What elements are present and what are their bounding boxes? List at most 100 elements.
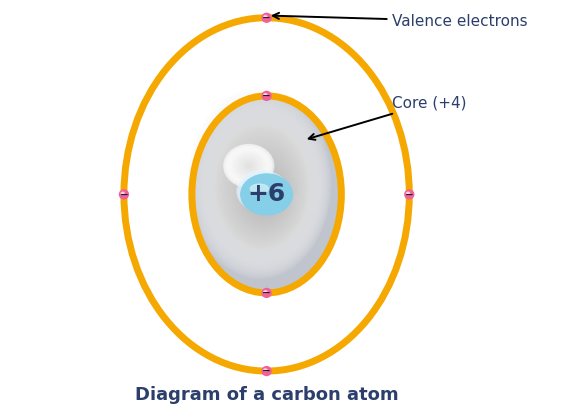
Ellipse shape <box>214 124 309 250</box>
Ellipse shape <box>204 109 318 261</box>
Text: Core (+4): Core (+4) <box>309 95 467 140</box>
Ellipse shape <box>261 187 271 200</box>
Ellipse shape <box>258 187 273 200</box>
Ellipse shape <box>227 147 270 184</box>
Circle shape <box>263 290 270 296</box>
Circle shape <box>262 289 271 297</box>
Ellipse shape <box>219 131 305 245</box>
Circle shape <box>406 191 413 198</box>
Ellipse shape <box>256 186 274 201</box>
Ellipse shape <box>264 94 267 96</box>
Ellipse shape <box>232 151 265 180</box>
Text: −: − <box>262 91 271 101</box>
Circle shape <box>263 368 270 374</box>
Ellipse shape <box>263 189 270 198</box>
Circle shape <box>121 191 127 197</box>
Circle shape <box>122 192 126 197</box>
Ellipse shape <box>208 114 315 257</box>
Ellipse shape <box>235 152 292 228</box>
Ellipse shape <box>225 138 301 239</box>
Ellipse shape <box>230 145 297 233</box>
Ellipse shape <box>195 99 338 290</box>
Ellipse shape <box>189 90 329 277</box>
Ellipse shape <box>247 164 250 167</box>
Ellipse shape <box>265 193 267 196</box>
Ellipse shape <box>205 111 317 260</box>
Ellipse shape <box>221 132 304 243</box>
Ellipse shape <box>232 148 294 231</box>
Ellipse shape <box>243 176 284 208</box>
Ellipse shape <box>264 291 267 293</box>
Ellipse shape <box>222 134 303 242</box>
Circle shape <box>266 370 267 372</box>
Circle shape <box>265 369 268 373</box>
Ellipse shape <box>212 120 312 253</box>
Ellipse shape <box>228 143 298 235</box>
Ellipse shape <box>240 173 286 210</box>
Ellipse shape <box>246 166 284 217</box>
Ellipse shape <box>217 127 307 248</box>
Ellipse shape <box>197 100 323 268</box>
Circle shape <box>266 95 267 97</box>
Ellipse shape <box>121 192 124 194</box>
Circle shape <box>263 367 270 375</box>
Circle shape <box>263 14 270 22</box>
Ellipse shape <box>250 171 281 213</box>
Circle shape <box>262 13 271 22</box>
Ellipse shape <box>245 164 285 218</box>
Ellipse shape <box>224 144 274 187</box>
Ellipse shape <box>239 157 259 174</box>
Ellipse shape <box>218 129 306 246</box>
Ellipse shape <box>203 107 319 263</box>
Ellipse shape <box>250 181 279 204</box>
Ellipse shape <box>191 92 329 275</box>
Ellipse shape <box>256 180 275 206</box>
Text: −: − <box>262 13 271 23</box>
Text: −: − <box>119 189 129 199</box>
Ellipse shape <box>254 177 277 208</box>
Circle shape <box>265 291 269 295</box>
Ellipse shape <box>264 15 267 17</box>
Ellipse shape <box>237 156 261 176</box>
Ellipse shape <box>251 173 280 211</box>
Ellipse shape <box>258 182 274 204</box>
Text: Valence electrons: Valence electrons <box>273 13 528 29</box>
Circle shape <box>263 92 270 99</box>
Circle shape <box>409 194 410 195</box>
Ellipse shape <box>209 116 314 256</box>
Ellipse shape <box>242 160 255 171</box>
Circle shape <box>265 369 269 373</box>
Ellipse shape <box>211 118 313 255</box>
Ellipse shape <box>263 192 269 196</box>
Circle shape <box>122 193 125 196</box>
Ellipse shape <box>235 154 262 177</box>
Circle shape <box>265 94 269 98</box>
Circle shape <box>265 16 268 19</box>
Ellipse shape <box>226 146 272 186</box>
Ellipse shape <box>406 192 410 194</box>
Ellipse shape <box>241 159 288 222</box>
Circle shape <box>263 93 270 99</box>
Ellipse shape <box>196 99 324 270</box>
Ellipse shape <box>216 125 308 249</box>
Ellipse shape <box>237 171 289 212</box>
Ellipse shape <box>261 190 271 198</box>
Circle shape <box>121 191 127 198</box>
Ellipse shape <box>229 149 269 183</box>
Ellipse shape <box>244 161 254 170</box>
Text: +6: +6 <box>247 182 286 206</box>
Ellipse shape <box>262 191 270 197</box>
Circle shape <box>266 292 267 294</box>
Ellipse shape <box>246 163 252 169</box>
Ellipse shape <box>264 191 269 197</box>
Ellipse shape <box>265 193 267 195</box>
Circle shape <box>265 94 268 97</box>
Circle shape <box>266 17 267 18</box>
Circle shape <box>123 194 125 195</box>
Ellipse shape <box>247 168 282 215</box>
Ellipse shape <box>236 154 291 226</box>
Ellipse shape <box>259 188 272 199</box>
Text: Diagram of a carbon atom: Diagram of a carbon atom <box>135 386 398 404</box>
Ellipse shape <box>207 113 316 259</box>
Ellipse shape <box>243 163 286 220</box>
